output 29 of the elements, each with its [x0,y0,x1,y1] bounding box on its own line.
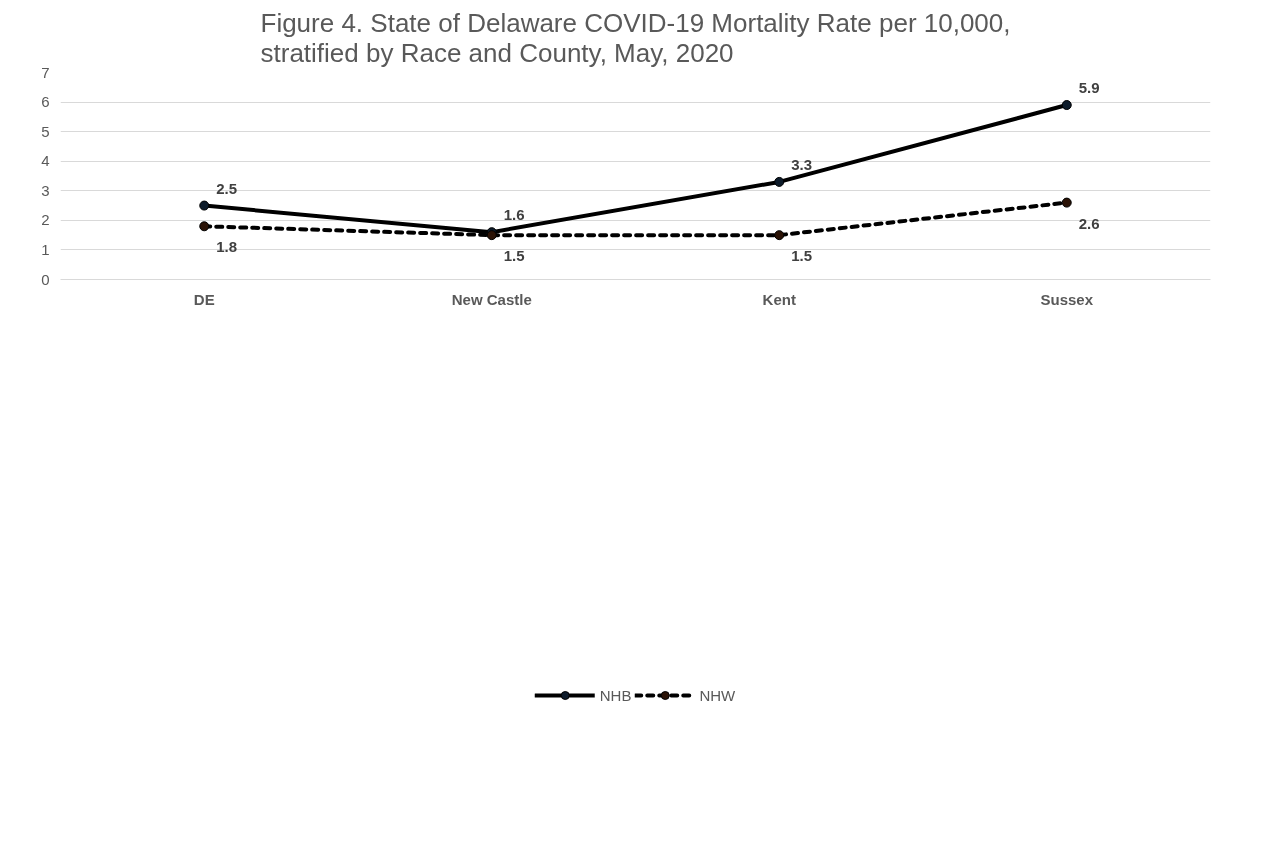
data-label: 5.9 [1078,79,1100,97]
x-tick-label: New Castle [451,290,532,308]
y-tick-label: 5 [41,122,50,140]
y-tick-label: 3 [41,181,50,199]
data-label: 2.5 [216,179,238,197]
point [1061,197,1072,208]
y-tick-label: 2 [41,211,50,229]
y-tick-label: 0 [41,270,50,288]
data-label: 1.6 [503,206,525,224]
point [199,200,210,211]
legend-label: NHB [599,686,632,704]
x-tick-label: DE [193,290,215,308]
data-label: 3.3 [791,155,813,173]
x-tick-label: Sussex [1040,290,1094,308]
legend-label: NHW [699,686,736,704]
data-label: 1.5 [791,247,813,265]
chart-title: Figure 4. State of Delaware COVID-19 Mortality Rate per 10,000, stratified by Race and County, May, 2020 [260,7,1011,68]
y-tick-label: 6 [41,93,50,111]
point [774,230,785,241]
x-tick-label: Kent [762,290,796,308]
point [199,221,210,232]
point [774,176,785,187]
point [1061,100,1072,111]
data-label: 1.8 [216,238,238,256]
y-tick-label: 7 [41,63,50,81]
data-label: 1.5 [503,247,525,265]
data-label: 2.6 [1078,214,1100,232]
y-tick-label: 4 [41,152,50,170]
y-tick-label: 1 [41,240,50,258]
